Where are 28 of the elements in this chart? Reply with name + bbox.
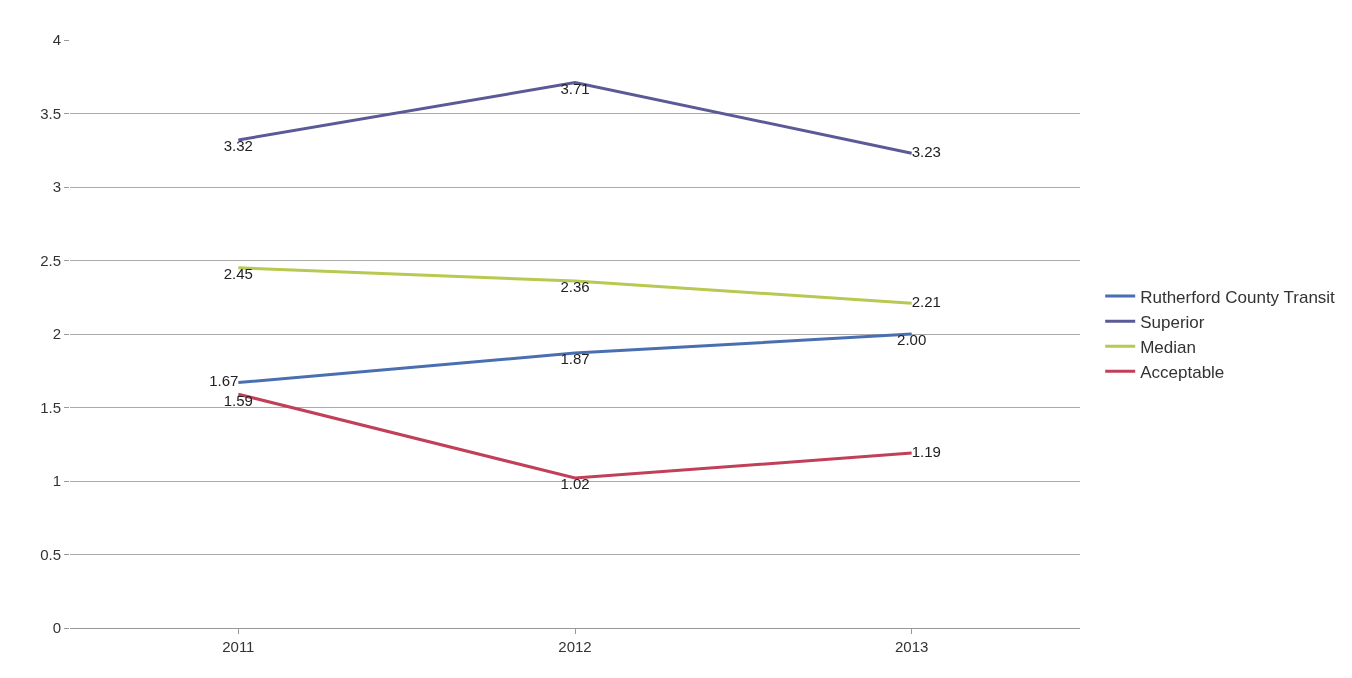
data-label: 2.36 [560,278,590,296]
x-tick-label: 2011 [222,638,255,655]
data-label: 1.59 [223,391,253,409]
y-tick-label: 0 [52,619,61,637]
legend-label: Acceptable [1140,362,1225,382]
data-label: 2.21 [911,292,941,310]
y-tick-label: 4 [52,31,61,49]
data-label: 2.00 [897,331,927,349]
legend-label: Median [1140,337,1196,357]
legend-label: Rutherford County Transit [1140,287,1336,307]
data-label: 3.32 [223,137,253,155]
legend-label: Superior [1140,312,1205,332]
data-label: 1.19 [911,442,941,460]
x-tick-label: 2013 [894,638,929,655]
y-tick-label: 2.5 [40,251,61,269]
data-label: 1.87 [560,350,590,368]
data-label: 3.23 [911,142,941,160]
y-tick-label: 0.5 [40,545,61,563]
y-tick-label: 1 [52,472,61,490]
x-tick-label: 2012 [558,638,592,655]
data-label: 2.45 [223,265,253,283]
data-label: 3.71 [560,79,590,97]
data-label: 1.02 [560,475,590,493]
y-tick-label: 2 [52,325,61,343]
data-label: 1.67 [209,372,239,390]
y-tick-label: 1.5 [40,398,61,416]
y-tick-label: 3.5 [40,104,61,122]
y-tick-label: 3 [52,178,61,196]
